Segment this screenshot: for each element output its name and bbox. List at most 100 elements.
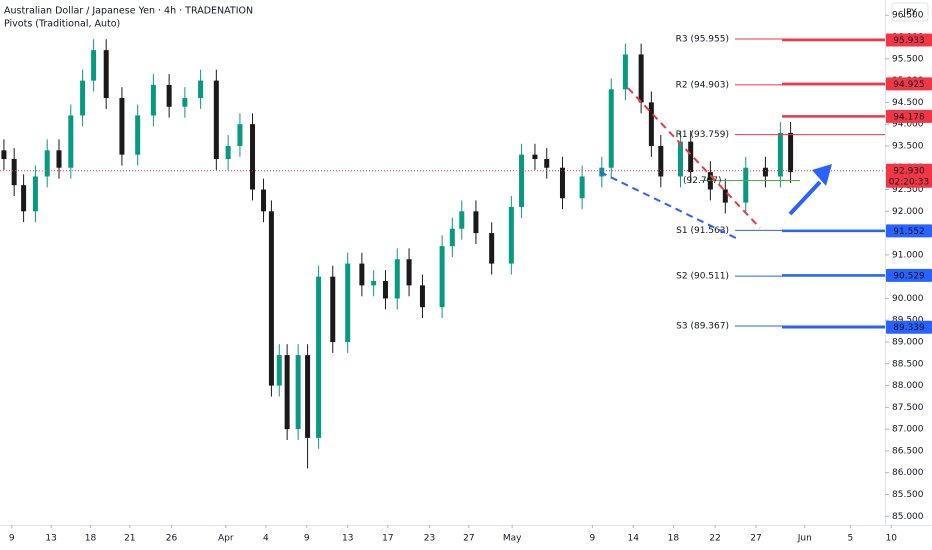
candle-body bbox=[532, 154, 538, 160]
x-tick-label: 17 bbox=[382, 534, 393, 544]
x-tick-label: 13 bbox=[45, 534, 56, 544]
x-tick-label: 10 bbox=[886, 534, 898, 544]
candle-body bbox=[11, 159, 17, 186]
candle-body bbox=[519, 154, 525, 207]
candle-body bbox=[382, 281, 388, 299]
x-tick-label: 18 bbox=[668, 534, 680, 544]
y-tick-label: 92.000 bbox=[892, 207, 924, 217]
price-badge-label: 90.529 bbox=[893, 271, 925, 281]
x-tick-label: 22 bbox=[709, 534, 720, 544]
price-badge bbox=[886, 33, 932, 47]
candle-body bbox=[182, 98, 188, 107]
candle-body bbox=[544, 159, 550, 168]
x-tick-label: 27 bbox=[750, 534, 761, 544]
x-tick-label: Jun bbox=[797, 534, 812, 544]
candle-body bbox=[473, 211, 479, 234]
candle-body bbox=[608, 89, 614, 168]
candle-body bbox=[56, 150, 62, 168]
candle-body bbox=[284, 355, 290, 430]
candle-body bbox=[119, 98, 125, 155]
y-tick-label: 89.500 bbox=[892, 316, 924, 326]
pivot-label: S2 (90.511) bbox=[676, 272, 729, 282]
candle-body bbox=[80, 80, 86, 116]
candle-body bbox=[559, 167, 565, 199]
candle-body bbox=[21, 185, 27, 212]
y-tick-label: 88.500 bbox=[892, 359, 924, 369]
candle-body bbox=[44, 150, 50, 177]
candle-body bbox=[268, 211, 274, 386]
candle-body bbox=[677, 141, 683, 177]
pivot-label: R1 (93.759) bbox=[676, 130, 729, 140]
x-tick-label: 21 bbox=[124, 534, 135, 544]
y-tick-label: 93.500 bbox=[892, 141, 924, 151]
candle-body bbox=[316, 276, 322, 438]
candle-body bbox=[250, 124, 256, 190]
x-tick-label: 27 bbox=[463, 534, 474, 544]
y-tick-label: 89.000 bbox=[892, 338, 924, 348]
candle-body bbox=[32, 176, 38, 212]
y-tick-label: 91.000 bbox=[892, 250, 924, 260]
candle-body bbox=[359, 263, 365, 286]
candle-body bbox=[722, 189, 728, 203]
symbol-title: Australian Dollar / Japanese Yen · 4h · … bbox=[4, 6, 253, 17]
y-tick-label: 88.000 bbox=[892, 381, 924, 391]
pivot-label: R2 (94.903) bbox=[676, 80, 729, 90]
y-tick-label: 95.500 bbox=[892, 54, 924, 64]
candle-body bbox=[459, 211, 465, 229]
candle-body bbox=[166, 84, 172, 107]
arrow-shaft bbox=[788, 180, 822, 216]
candle-body bbox=[762, 167, 768, 177]
price-badge bbox=[886, 109, 932, 123]
x-tick-label: 18 bbox=[85, 534, 97, 544]
candle-body bbox=[579, 176, 585, 199]
pivot-label: S3 (89.367) bbox=[676, 322, 729, 332]
candle-body bbox=[135, 115, 141, 155]
candle-body bbox=[295, 355, 301, 430]
price-badge-label: 95.933 bbox=[893, 36, 925, 46]
candle-body bbox=[777, 132, 783, 177]
candle-body bbox=[489, 233, 495, 264]
x-tick-label: 9 bbox=[304, 534, 310, 544]
candle-body bbox=[406, 259, 412, 286]
x-tick-label: 9 bbox=[9, 534, 15, 544]
candle-body bbox=[419, 285, 425, 308]
candle-body bbox=[330, 276, 336, 343]
price-badge-label: 94.925 bbox=[893, 80, 925, 90]
candle-body bbox=[1, 150, 7, 160]
candle-body bbox=[225, 145, 231, 160]
candle-body bbox=[439, 246, 445, 308]
y-tick-label: 90.000 bbox=[892, 294, 924, 304]
candle-body bbox=[622, 54, 628, 90]
candle-body bbox=[743, 167, 749, 203]
x-tick-label: 26 bbox=[166, 534, 178, 544]
y-tick-label: 85.500 bbox=[892, 490, 924, 500]
pivot-label: (92.707) bbox=[683, 176, 722, 186]
candle-body bbox=[68, 115, 74, 168]
y-tick-label: 94.000 bbox=[892, 120, 924, 130]
candle-body bbox=[371, 281, 377, 286]
candle-body bbox=[688, 141, 694, 173]
x-tick-label: 9 bbox=[589, 534, 595, 544]
candle-body bbox=[213, 80, 219, 160]
candle-body bbox=[658, 145, 664, 177]
x-tick-label: 23 bbox=[424, 534, 435, 544]
candle-body bbox=[198, 80, 204, 99]
y-tick-label: 92.500 bbox=[892, 185, 924, 195]
trend-line-upper bbox=[627, 87, 761, 229]
currency-button[interactable] bbox=[891, 2, 929, 22]
y-tick-label: 96.500 bbox=[892, 11, 924, 21]
candle-body bbox=[508, 206, 514, 264]
price-badge-label: 94.178 bbox=[893, 112, 925, 122]
candle-body bbox=[648, 102, 654, 146]
arrow-head bbox=[812, 164, 832, 186]
candle-body bbox=[394, 259, 400, 299]
last-price-label: 92.930 bbox=[893, 166, 925, 176]
price-badge bbox=[886, 268, 932, 282]
candle-body bbox=[150, 84, 156, 116]
currency-label[interactable]: JPY bbox=[902, 8, 917, 18]
candle-body bbox=[237, 124, 243, 146]
countdown-label: 02:20:33 bbox=[889, 177, 929, 187]
x-tick-label: 14 bbox=[628, 534, 640, 544]
y-tick-label: 87.500 bbox=[892, 403, 924, 413]
candle-body bbox=[449, 228, 455, 247]
